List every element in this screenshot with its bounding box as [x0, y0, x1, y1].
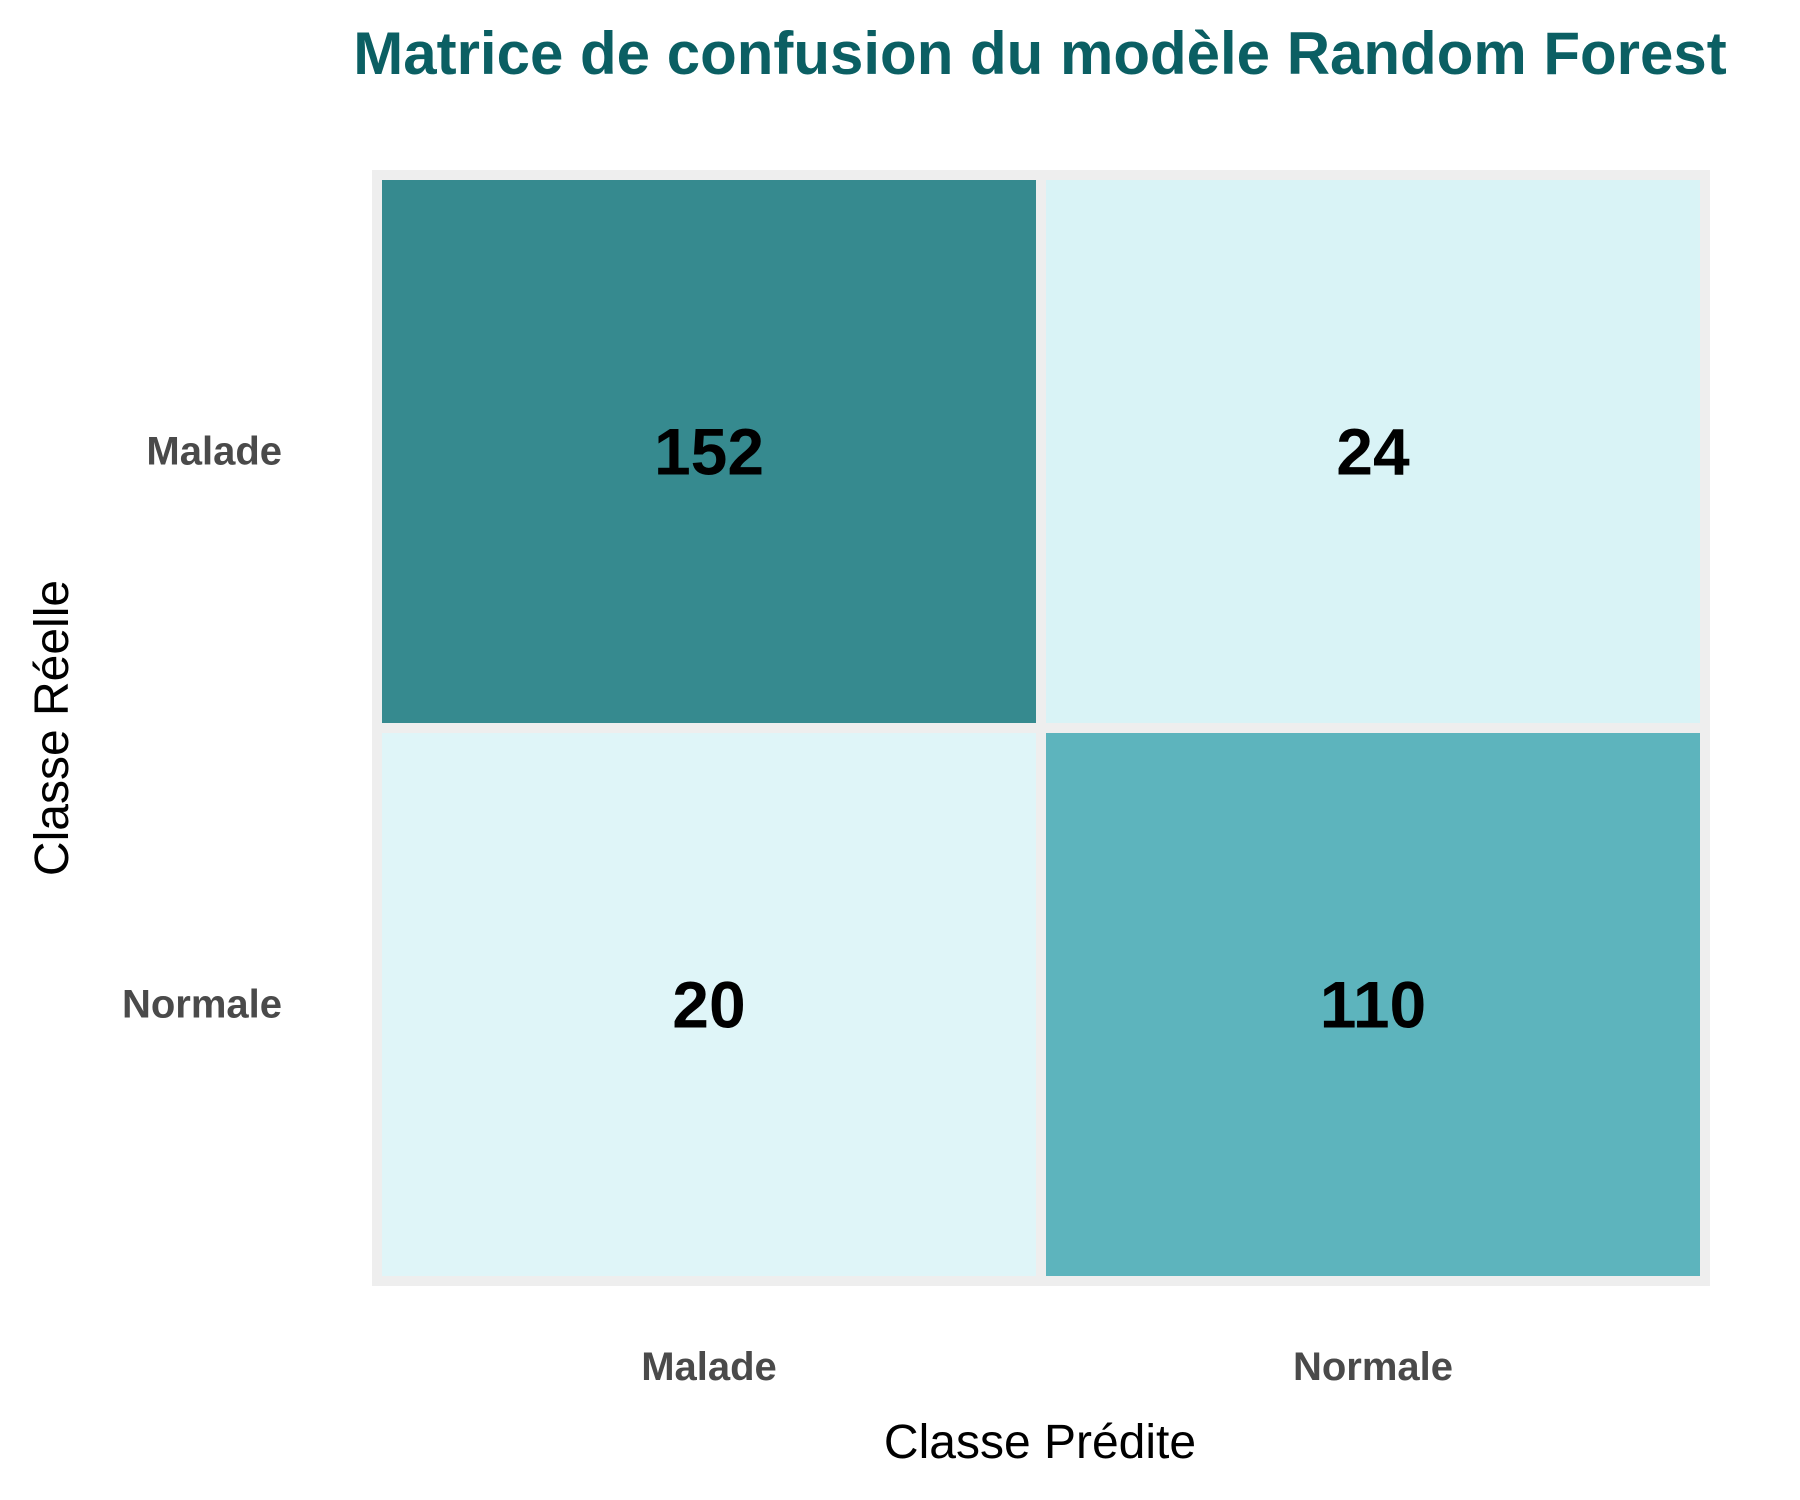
cell-value-label-1-1: 110 [1320, 968, 1426, 1042]
y-axis-ticks: Malade Normale [122, 430, 282, 1027]
y-tick-label-0: Malade [146, 430, 282, 474]
x-tick-label-1: Normale [1293, 1345, 1453, 1389]
y-tick-label-1: Normale [122, 983, 282, 1027]
y-axis-label: Classe Réelle [26, 580, 79, 876]
cell-0-0 [382, 180, 1036, 723]
cell-value-label-0-0: 152 [654, 415, 764, 489]
heatmap-cells [382, 180, 1700, 1276]
x-axis-label: Classe Prédite [884, 1416, 1196, 1469]
cell-0-1 [1046, 180, 1700, 723]
cell-value-label-0-1: 24 [1336, 415, 1410, 489]
cell-1-1 [1046, 733, 1700, 1276]
x-axis-ticks: Malade Normale [641, 1345, 1453, 1389]
cell-value-label-1-0: 20 [672, 968, 745, 1042]
cell-value-labels: 152 24 20 110 [654, 415, 1426, 1042]
x-tick-label-0: Malade [641, 1345, 777, 1389]
cell-1-0 [382, 733, 1036, 1276]
chart-title: Matrice de confusion du modèle Random Fo… [353, 20, 1727, 87]
